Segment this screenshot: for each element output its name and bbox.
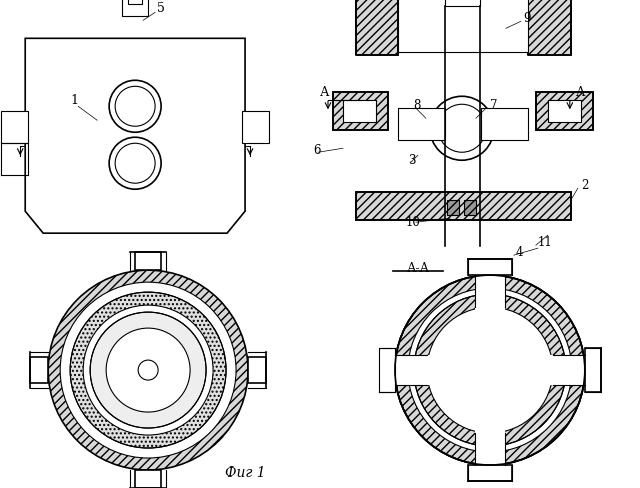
Circle shape xyxy=(70,292,226,448)
Circle shape xyxy=(430,96,494,160)
Text: 8: 8 xyxy=(413,99,420,112)
Bar xyxy=(398,0,528,52)
Circle shape xyxy=(90,312,206,428)
Circle shape xyxy=(408,288,572,452)
Bar xyxy=(548,100,581,122)
Bar xyxy=(356,0,398,55)
Circle shape xyxy=(60,282,236,458)
Circle shape xyxy=(106,328,190,412)
Bar xyxy=(447,200,459,215)
Bar xyxy=(356,8,571,30)
Bar xyxy=(356,8,571,30)
Bar xyxy=(135,470,161,488)
Circle shape xyxy=(427,307,553,433)
Bar xyxy=(528,0,571,55)
Bar xyxy=(445,0,480,6)
Bar xyxy=(128,0,142,4)
Bar xyxy=(135,252,161,270)
Text: 9: 9 xyxy=(523,12,531,25)
Polygon shape xyxy=(25,39,245,233)
Text: 1: 1 xyxy=(70,94,78,107)
Bar xyxy=(30,357,48,383)
Circle shape xyxy=(48,270,248,470)
Bar xyxy=(468,465,512,481)
Bar xyxy=(242,111,269,143)
Bar xyxy=(356,192,571,220)
Text: 7: 7 xyxy=(490,99,497,112)
Bar xyxy=(536,92,593,130)
Text: 11: 11 xyxy=(538,236,552,249)
Text: А-А: А-А xyxy=(406,262,429,275)
Text: 2: 2 xyxy=(581,179,588,192)
Circle shape xyxy=(492,111,514,133)
Bar xyxy=(481,108,528,140)
Bar xyxy=(431,0,496,8)
Bar xyxy=(431,0,496,8)
Bar xyxy=(333,92,388,130)
Circle shape xyxy=(83,305,213,435)
Bar xyxy=(398,108,445,140)
Bar xyxy=(333,92,388,130)
Circle shape xyxy=(412,111,434,133)
Bar xyxy=(356,0,398,55)
Text: Фиг 1: Фиг 1 xyxy=(225,466,266,480)
Text: А: А xyxy=(320,86,330,99)
Bar xyxy=(1,111,28,143)
Circle shape xyxy=(438,104,486,152)
Bar xyxy=(395,355,585,385)
Bar xyxy=(475,275,505,465)
Text: 6: 6 xyxy=(313,144,321,157)
Text: 5: 5 xyxy=(157,2,165,15)
Bar xyxy=(468,259,512,275)
Bar xyxy=(448,0,478,8)
Text: А: А xyxy=(576,86,586,99)
Bar xyxy=(122,0,148,16)
Bar xyxy=(464,200,476,215)
Bar xyxy=(528,0,571,55)
Circle shape xyxy=(395,275,585,465)
Bar xyxy=(356,192,571,220)
Circle shape xyxy=(414,294,566,446)
Text: 10: 10 xyxy=(406,216,421,229)
Text: 4: 4 xyxy=(516,245,524,259)
Bar xyxy=(248,357,266,383)
Bar xyxy=(379,348,395,392)
Text: 3: 3 xyxy=(408,154,415,167)
Bar xyxy=(585,348,601,392)
Bar xyxy=(536,92,593,130)
Bar xyxy=(343,100,376,122)
